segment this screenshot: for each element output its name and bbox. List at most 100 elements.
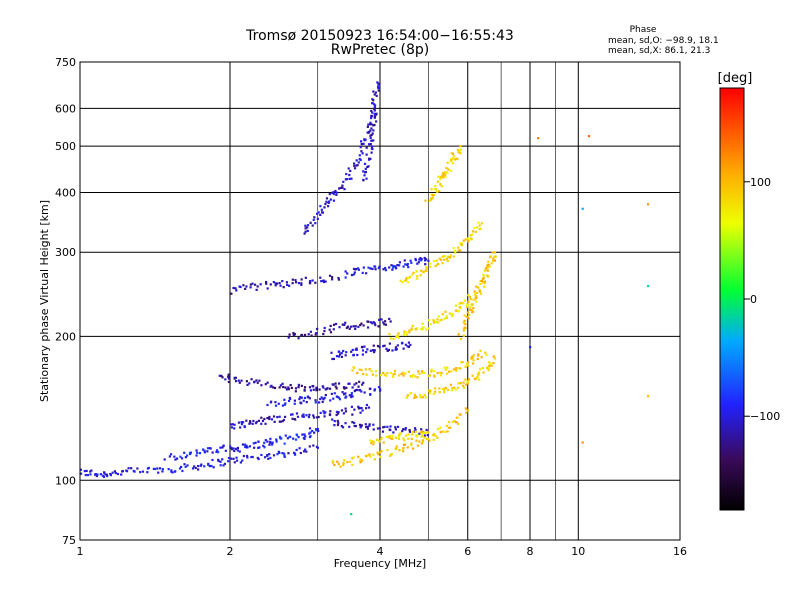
data-point xyxy=(442,258,446,261)
data-point xyxy=(227,373,230,376)
data-point xyxy=(434,264,437,268)
data-point xyxy=(344,410,348,413)
data-point xyxy=(257,446,260,449)
data-point xyxy=(282,286,285,289)
data-point xyxy=(466,305,469,309)
data-point xyxy=(388,317,391,321)
data-point xyxy=(433,375,436,378)
data-point xyxy=(233,427,236,430)
data-point xyxy=(408,429,411,432)
data-point xyxy=(394,426,397,429)
data-point xyxy=(478,224,481,227)
data-point xyxy=(349,169,352,173)
data-point xyxy=(470,303,473,306)
data-point xyxy=(462,239,465,242)
data-point xyxy=(291,413,294,416)
data-point xyxy=(312,388,315,391)
data-point xyxy=(293,333,296,336)
data-point xyxy=(368,453,371,456)
data-point xyxy=(449,383,453,386)
data-point xyxy=(462,384,465,387)
data-point xyxy=(334,189,337,193)
data-point xyxy=(283,415,287,418)
data-point xyxy=(203,451,206,454)
data-point xyxy=(266,287,269,290)
data-point xyxy=(184,456,187,459)
data-point xyxy=(194,466,197,470)
data-point xyxy=(344,270,347,273)
data-point xyxy=(324,393,327,397)
data-point xyxy=(344,407,347,410)
data-point xyxy=(457,422,460,425)
data-point xyxy=(394,267,398,270)
data-point xyxy=(389,428,392,432)
data-point xyxy=(167,468,170,471)
data-point xyxy=(301,433,304,436)
data-point xyxy=(304,224,307,227)
data-point xyxy=(483,269,486,272)
data-point xyxy=(249,286,252,289)
data-point xyxy=(357,325,360,328)
data-point xyxy=(256,285,259,288)
data-point xyxy=(403,330,406,333)
data-point xyxy=(433,432,436,436)
data-point xyxy=(288,333,291,336)
data-point xyxy=(436,371,439,375)
data-point xyxy=(354,327,357,331)
data-point xyxy=(260,416,263,419)
data-point xyxy=(402,374,405,377)
data-point xyxy=(435,321,438,324)
data-point xyxy=(449,254,452,257)
data-point xyxy=(490,364,493,367)
data-point xyxy=(418,372,421,375)
data-point xyxy=(452,247,455,250)
data-point xyxy=(284,386,287,389)
data-point xyxy=(437,315,440,318)
data-point xyxy=(362,170,365,173)
data-point xyxy=(418,432,421,435)
data-point xyxy=(387,348,391,352)
data-point xyxy=(89,473,92,476)
data-point xyxy=(316,212,319,215)
data-point xyxy=(488,265,491,268)
data-point xyxy=(266,416,269,420)
data-point xyxy=(274,282,277,285)
data-point xyxy=(479,282,482,286)
data-point xyxy=(475,297,478,300)
data-point xyxy=(444,430,447,433)
data-point xyxy=(220,374,223,378)
data-point xyxy=(266,454,269,457)
data-point xyxy=(473,298,476,301)
data-point xyxy=(369,116,373,120)
data-point xyxy=(86,473,90,477)
data-point xyxy=(373,322,376,325)
data-point xyxy=(430,188,433,191)
colorbar-label: [deg] xyxy=(718,71,753,86)
data-point xyxy=(458,413,461,416)
data-point xyxy=(372,90,375,93)
data-point xyxy=(418,440,421,443)
data-point xyxy=(443,391,446,394)
data-point xyxy=(293,399,296,402)
data-point xyxy=(377,87,380,90)
data-point xyxy=(479,349,482,352)
data-point xyxy=(195,454,198,457)
data-point xyxy=(195,449,198,452)
data-point xyxy=(336,412,340,415)
data-point xyxy=(345,326,349,329)
data-point xyxy=(227,460,230,463)
data-point xyxy=(381,430,385,433)
data-point xyxy=(401,430,404,433)
data-point xyxy=(464,238,467,241)
data-point xyxy=(237,421,240,424)
data-point xyxy=(314,401,317,404)
chart-title: Tromsø 20150923 16:54:00−16:55:43 xyxy=(245,28,514,44)
y-tick-label: 400 xyxy=(55,186,76,199)
data-point xyxy=(424,199,427,202)
data-point xyxy=(242,454,245,458)
data-point xyxy=(443,366,446,369)
data-point xyxy=(370,133,373,137)
data-point xyxy=(428,439,431,442)
data-point xyxy=(457,333,460,336)
plot-frame xyxy=(79,61,681,541)
